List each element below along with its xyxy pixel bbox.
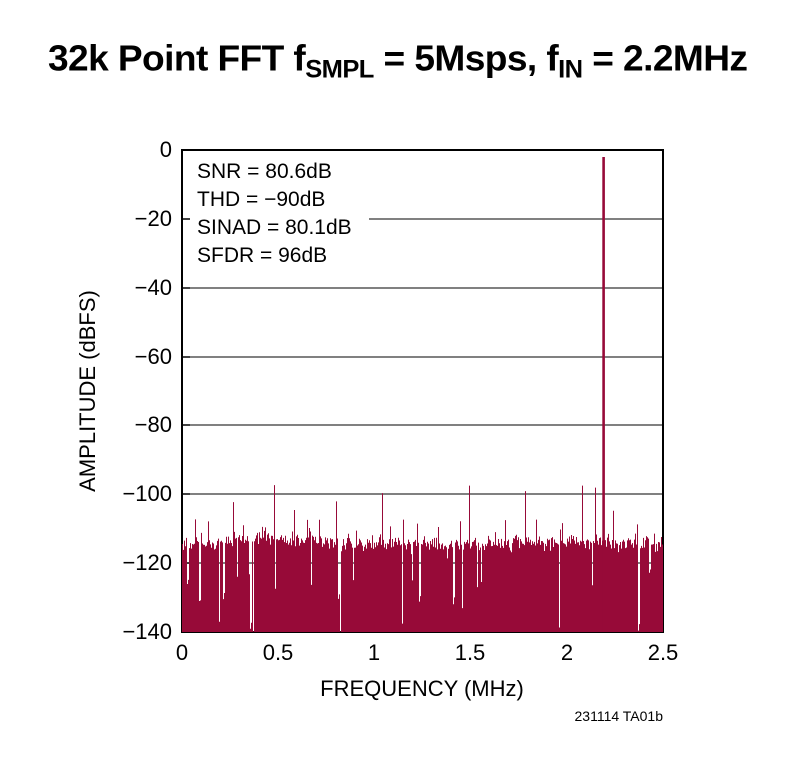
- svg-text:231114 TA01b: 231114 TA01b: [575, 708, 664, 724]
- svg-text:0: 0: [176, 640, 188, 665]
- svg-text:32k Point FFT fSMPL = 5Msps, f: 32k Point FFT fSMPL = 5Msps, fIN = 2.2MH…: [48, 38, 747, 83]
- svg-text:1.5: 1.5: [455, 640, 486, 665]
- svg-text:SNR = 80.6dB: SNR = 80.6dB: [197, 160, 332, 183]
- svg-text:−100: −100: [122, 481, 172, 506]
- svg-text:2.5: 2.5: [648, 640, 679, 665]
- svg-text:SFDR = 96dB: SFDR = 96dB: [197, 244, 327, 267]
- svg-text:1: 1: [368, 640, 380, 665]
- svg-text:AMPLITUDE (dBFS): AMPLITUDE (dBFS): [75, 290, 100, 492]
- svg-text:−120: −120: [122, 550, 172, 575]
- svg-text:0: 0: [160, 137, 172, 162]
- svg-text:0.5: 0.5: [263, 640, 294, 665]
- svg-text:−80: −80: [135, 412, 172, 437]
- svg-text:SINAD = 80.1dB: SINAD = 80.1dB: [197, 216, 352, 239]
- svg-text:−140: −140: [122, 619, 172, 644]
- svg-text:−60: −60: [135, 344, 172, 369]
- svg-text:−20: −20: [135, 206, 172, 231]
- svg-text:FREQUENCY (MHz): FREQUENCY (MHz): [320, 676, 524, 701]
- svg-text:−40: −40: [135, 275, 172, 300]
- svg-text:THD = −90dB: THD = −90dB: [197, 188, 325, 211]
- svg-text:2: 2: [561, 640, 573, 665]
